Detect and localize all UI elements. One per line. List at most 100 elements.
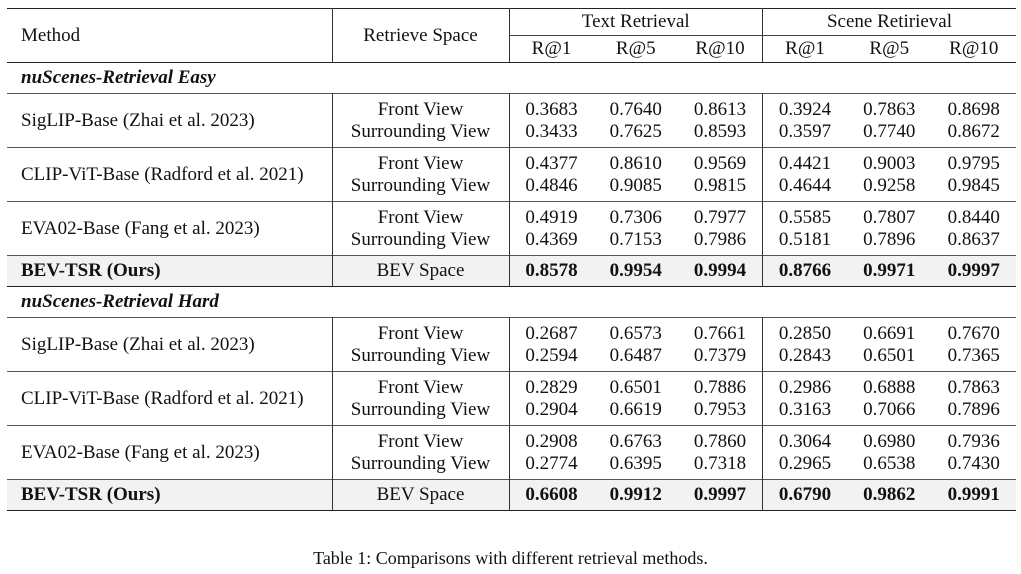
- metric-value: 0.6501: [863, 344, 916, 366]
- metric-cell: 0.7863 0.7740: [847, 94, 932, 148]
- metric-cell: 0.7863 0.7896: [932, 372, 1017, 426]
- header-metric: R@5: [869, 38, 910, 59]
- metric-cell: 0.4377 0.4846: [508, 147, 594, 202]
- metric-value: 0.7977: [693, 206, 747, 228]
- metric-value: 0.2843: [778, 344, 832, 366]
- metric-cell: 0.3683 0.3433: [508, 93, 594, 148]
- metric-stack: 0.6763 0.6395: [594, 431, 679, 475]
- metric-value: 0.7886: [693, 376, 747, 398]
- metric-value: 0.8440: [947, 206, 1000, 228]
- metric-value: 0.6763: [609, 430, 662, 452]
- metric-value: 0.7430: [947, 452, 1000, 474]
- view-stack: Front View Surrounding View: [333, 207, 509, 251]
- metric-value: 0.9085: [609, 174, 662, 196]
- metric-cell: 0.7306 0.7153: [594, 202, 679, 256]
- metric-value: 0.8637: [947, 228, 1000, 250]
- metric-stack: 0.4421 0.4644: [763, 153, 847, 197]
- metric-stack: 0.6888 0.7066: [847, 377, 932, 421]
- metric-cell: 0.6888 0.7066: [847, 372, 932, 426]
- metric-cell: 0.6573 0.6487: [594, 318, 679, 372]
- metric-value: 0.5585: [778, 206, 832, 228]
- table-row: CLIP-ViT-Base (Radford et al. 2021) Front…: [7, 371, 1017, 426]
- view-stack: Front View Surrounding View: [333, 99, 509, 143]
- metric-value: 0.6980: [863, 430, 916, 452]
- metric-stack: 0.2687 0.2594: [510, 323, 594, 367]
- metric-value: 0.3924: [778, 98, 832, 120]
- view-label: Surrounding View: [350, 344, 491, 366]
- view-label: Surrounding View: [350, 398, 491, 420]
- metric-stack: 0.4919 0.4369: [510, 207, 594, 251]
- metric-value: 0.7807: [863, 206, 916, 228]
- metric-value: 0.7318: [693, 452, 747, 474]
- table-row: SigLIP-Base (Zhai et al. 2023) Front View…: [7, 93, 1017, 148]
- metric-stack: 0.9795 0.9845: [932, 153, 1017, 197]
- view-cell: Front View Surrounding View: [331, 317, 509, 372]
- metric-cell: 0.9003 0.9258: [847, 148, 932, 202]
- metric-stack: 0.6691 0.6501: [847, 323, 932, 367]
- header-metric: R@10: [949, 38, 999, 59]
- metric-cell: 0.3064 0.2965: [762, 425, 847, 480]
- metric-cell: 0.7670 0.7365: [932, 318, 1017, 372]
- metric-value: 0.8578: [508, 255, 594, 287]
- metric-stack: 0.7886 0.7953: [678, 377, 762, 421]
- method-name: BEV-TSR (Ours): [7, 479, 332, 511]
- metric-stack: 0.3064 0.2965: [763, 431, 847, 475]
- view-label: Front View: [377, 206, 464, 228]
- metric-stack: 0.7670 0.7365: [932, 323, 1017, 367]
- table-caption: Table 1: Comparisons with different retr…: [313, 548, 708, 568]
- metric-value: 0.9991: [931, 479, 1016, 511]
- metric-value: 0.6487: [609, 344, 662, 366]
- metric-stack: 0.8610 0.9085: [594, 153, 679, 197]
- metric-value: 0.6888: [863, 376, 916, 398]
- metric-value: 0.7306: [609, 206, 662, 228]
- metric-cell: 0.8610 0.9085: [594, 148, 679, 202]
- metric-stack: 0.8440 0.8637: [932, 207, 1017, 251]
- metric-value: 0.2774: [525, 452, 578, 474]
- header-metric: R@1: [508, 35, 594, 63]
- metric-cell: 0.8440 0.8637: [932, 202, 1017, 256]
- results-table-container: Method Retrieve Space Text Retrieval Sce…: [7, 8, 1016, 511]
- view-label: Front View: [377, 322, 464, 344]
- metric-value: 0.2908: [525, 430, 578, 452]
- metric-stack: 0.4377 0.4846: [510, 153, 594, 197]
- view-label: Surrounding View: [350, 120, 491, 142]
- method-name: BEV-TSR (Ours): [7, 255, 332, 287]
- metric-stack: 0.7640 0.7625: [594, 99, 679, 143]
- metric-stack: 0.3924 0.3597: [763, 99, 847, 143]
- metric-value: 0.9795: [947, 152, 1000, 174]
- metric-value: 0.2850: [778, 322, 832, 344]
- metric-stack: 0.8698 0.8672: [932, 99, 1017, 143]
- metric-cell: 0.7977 0.7986: [678, 202, 763, 256]
- view-cell: Front View Surrounding View: [331, 371, 509, 426]
- metric-value: 0.9997: [678, 479, 763, 511]
- header-method: Method: [21, 24, 81, 46]
- metric-value: 0.4846: [525, 174, 578, 196]
- metric-stack: 0.2986 0.3163: [763, 377, 847, 421]
- metric-value: 0.4644: [778, 174, 832, 196]
- view-stack: Front View Surrounding View: [333, 377, 509, 421]
- metric-value: 0.9258: [863, 174, 916, 196]
- header-metric: R@10: [695, 38, 745, 59]
- method-name: SigLIP-Base (Zhai et al. 2023): [21, 333, 255, 355]
- metric-value: 0.2986: [778, 376, 832, 398]
- metric-value: 0.3163: [778, 398, 832, 420]
- metric-value: 0.3433: [525, 120, 578, 142]
- metric-value: 0.6790: [762, 479, 847, 511]
- metric-value: 0.6501: [609, 376, 662, 398]
- table-header: Method Retrieve Space Text Retrieval Sce…: [7, 8, 1016, 63]
- metric-value: 0.8613: [693, 98, 747, 120]
- metric-value: 0.6538: [863, 452, 916, 474]
- view-cell: Front View Surrounding View: [331, 93, 509, 148]
- metric-value: 0.7153: [609, 228, 662, 250]
- metric-cell: 0.6691 0.6501: [847, 318, 932, 372]
- table-row: SigLIP-Base (Zhai et al. 2023) Front View…: [7, 317, 1017, 372]
- method-name: EVA02-Base (Fang et al. 2023): [21, 217, 260, 239]
- method-name: CLIP-ViT-Base (Radford et al. 2021): [21, 163, 304, 185]
- metric-stack: 0.2850 0.2843: [763, 323, 847, 367]
- view-cell: Front View Surrounding View: [331, 147, 509, 202]
- metric-value: 0.2594: [525, 344, 578, 366]
- metric-cell: 0.9569 0.9815: [678, 148, 763, 202]
- metric-cell: 0.2687 0.2594: [508, 317, 594, 372]
- metric-cell: 0.2829 0.2904: [508, 371, 594, 426]
- metric-value: 0.7936: [947, 430, 1000, 452]
